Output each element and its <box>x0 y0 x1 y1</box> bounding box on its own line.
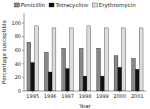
bar <box>48 72 52 91</box>
bar <box>87 26 91 91</box>
legend-swatch <box>49 3 54 7</box>
y-tick-label: 0 <box>18 88 21 94</box>
bar <box>132 58 136 91</box>
bar <box>31 63 35 91</box>
legend-swatch <box>92 3 97 7</box>
bar <box>122 28 126 91</box>
x-tick-label: 2000 <box>113 93 126 99</box>
bar <box>35 26 39 91</box>
bar <box>44 52 48 91</box>
y-tick-label: 60 <box>15 47 21 53</box>
x-tick-label: 1998 <box>79 93 92 99</box>
bar <box>62 48 66 91</box>
legend-swatch <box>14 3 19 7</box>
y-tick <box>22 91 24 92</box>
y-tick <box>22 23 24 24</box>
legend-label: Erythromycin <box>99 2 136 9</box>
y-tick-label: 100 <box>11 20 21 26</box>
y-tick <box>22 63 24 64</box>
bars <box>27 26 143 91</box>
x-tick-label: 2001 <box>131 93 144 99</box>
bar <box>135 69 139 91</box>
bar <box>83 76 87 91</box>
bar <box>118 67 122 91</box>
y-tick <box>22 77 24 78</box>
bar <box>97 48 101 91</box>
chart: Penicillin Tetracycline Erythromycin 0 20 40 6… <box>0 0 150 109</box>
y-tick-label: 20 <box>15 74 21 80</box>
bar <box>27 42 31 91</box>
bar <box>114 56 118 91</box>
x-tick-label: 1996 <box>44 93 57 99</box>
legend: Penicillin Tetracycline Erythromycin <box>14 2 136 9</box>
bar <box>104 28 108 91</box>
y-axis-label: Percentage susceptible <box>1 19 8 84</box>
y-axis-line <box>24 13 25 91</box>
x-tick-label: 1999 <box>96 93 109 99</box>
bar <box>139 28 143 91</box>
x-tick-label: 1995 <box>26 93 39 99</box>
bar <box>79 48 83 91</box>
legend-label: Tetracycline <box>55 2 89 9</box>
x-tick-label: 1997 <box>61 93 74 99</box>
bar <box>52 28 56 91</box>
y-tick-label: 80 <box>15 33 21 39</box>
y-tick <box>22 36 24 37</box>
x-axis-label: Year <box>78 103 91 109</box>
legend-label: Penicillin <box>21 2 46 8</box>
y-tick <box>22 50 24 51</box>
bar <box>69 28 73 91</box>
bar <box>101 76 105 91</box>
bar <box>66 69 70 91</box>
y-tick-label: 40 <box>15 61 21 67</box>
